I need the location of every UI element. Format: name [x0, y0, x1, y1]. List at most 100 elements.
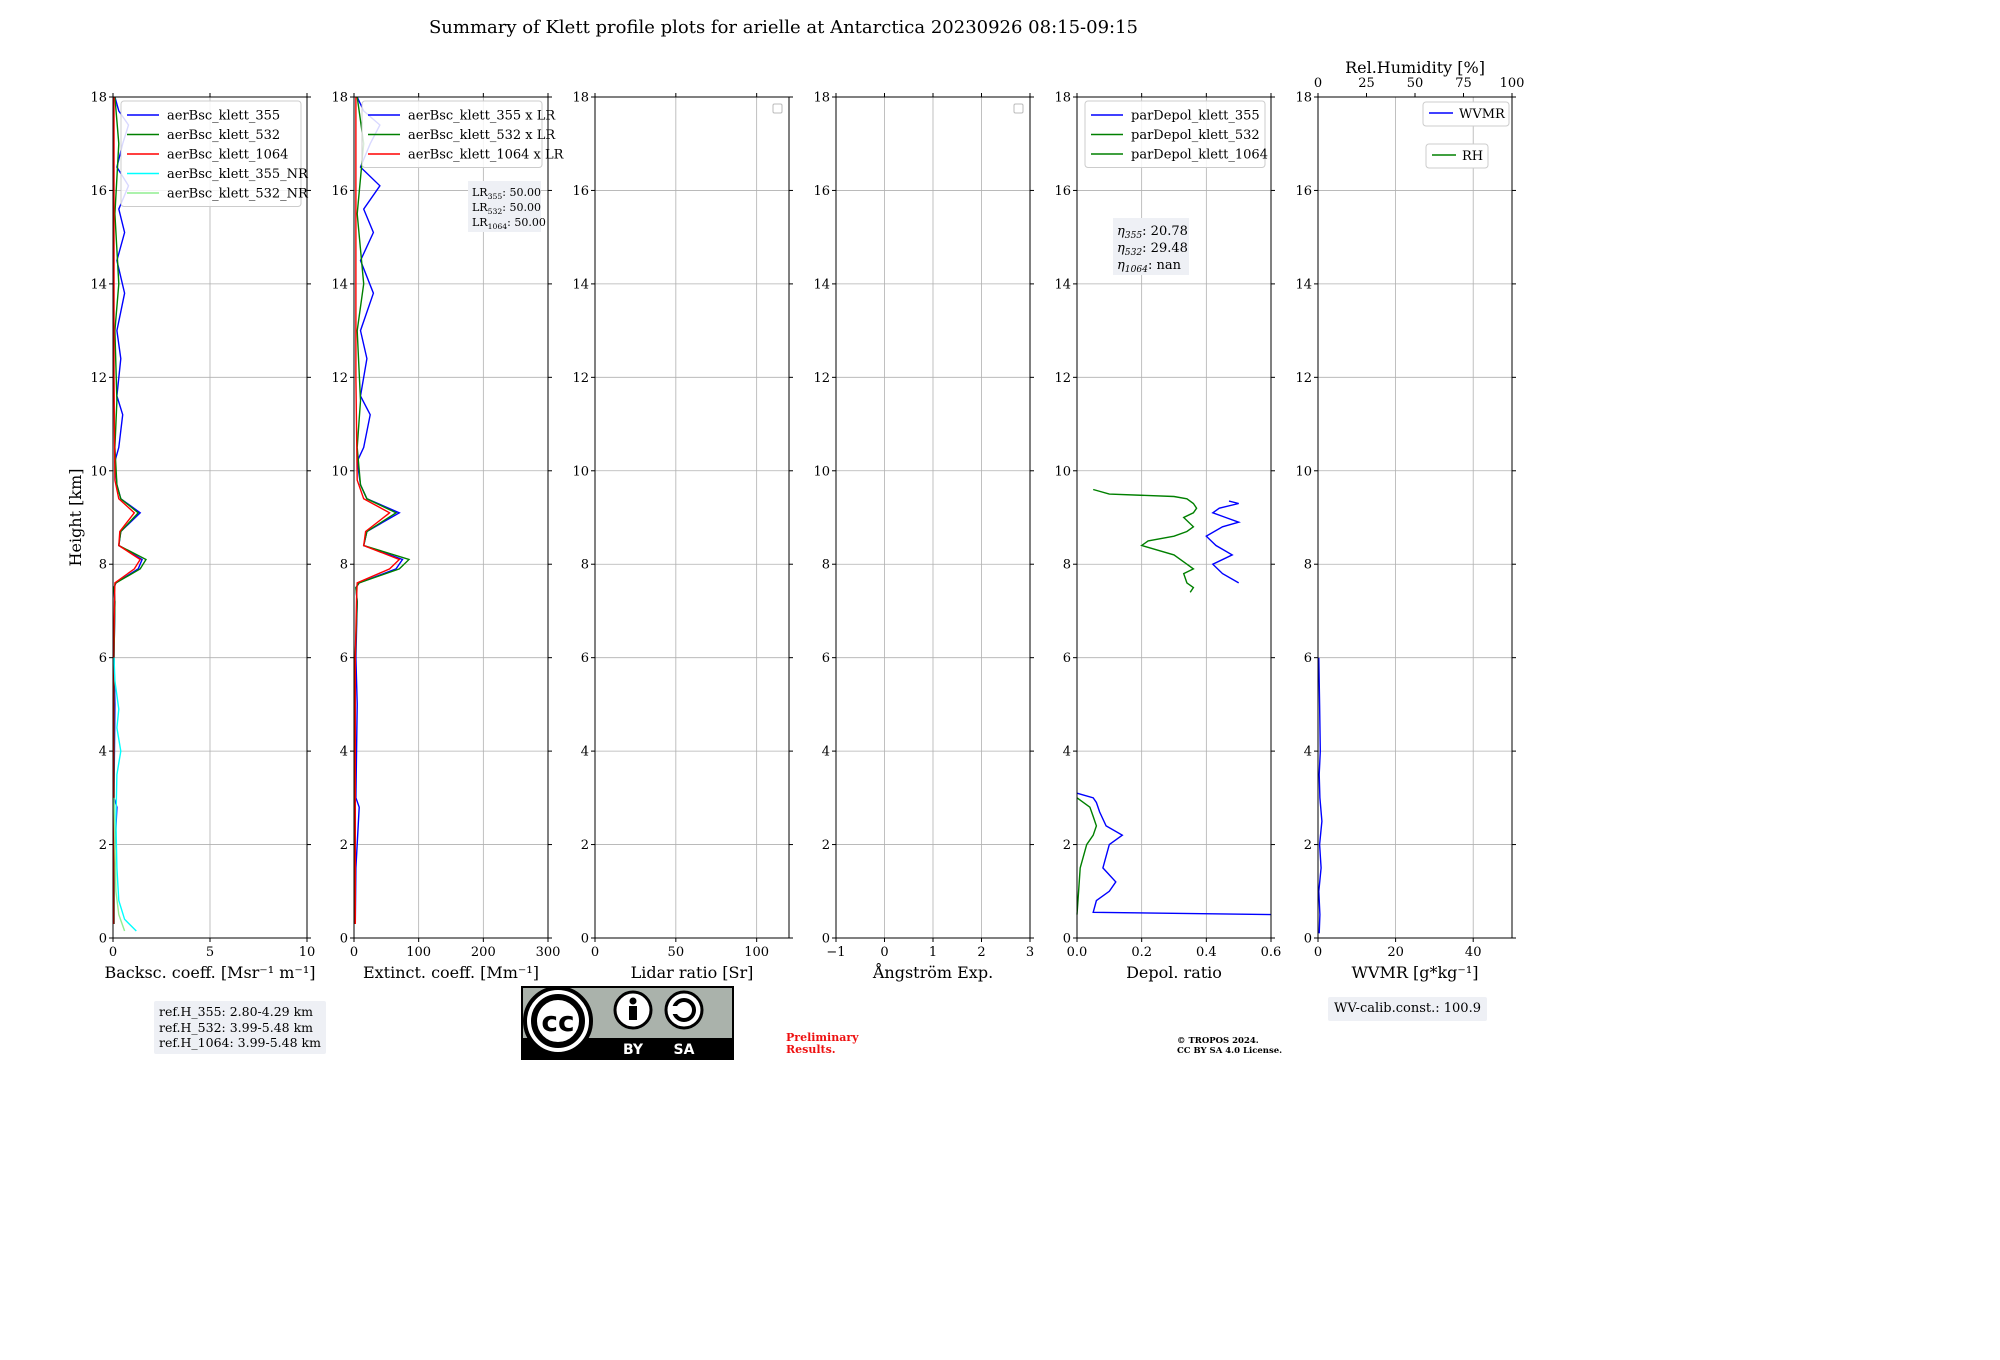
panel-1-ytick-label-1: 2	[99, 838, 107, 853]
panel-6-axes	[1314, 93, 1516, 942]
panel-2-ytick-label-7: 14	[331, 277, 348, 292]
panel-5-ytick-label-5: 10	[1054, 464, 1071, 479]
panel-2-xtick-label-2: 200	[471, 945, 496, 960]
panel-5-xtick-label-1: 0.2	[1131, 945, 1152, 960]
panel-1-xtick-label-2: 10	[299, 945, 316, 960]
panel-5-legend-label-0: parDepol_klett_355	[1131, 109, 1260, 124]
figure-title: Summary of Klett profile plots for ariel…	[428, 17, 1139, 38]
panel-2-ytick-label-0: 0	[340, 932, 348, 947]
panel-1-ytick-label-0: 0	[99, 932, 107, 947]
panel-5-ytick-label-1: 2	[1063, 838, 1071, 853]
panel-6-ytick-label-6: 12	[1295, 371, 1312, 386]
panel-6-ytick-label-8: 16	[1295, 184, 1312, 199]
cc-badge-main-text: cc	[541, 1005, 574, 1038]
cc-badge-sa-text: SA	[674, 1042, 695, 1058]
panel-1-ytick-label-8: 16	[90, 184, 107, 199]
panel-6-ytick-label-7: 14	[1295, 277, 1312, 292]
panel-2-legend-box	[361, 100, 543, 168]
panel-2-xtick-label-1: 100	[406, 945, 431, 960]
panel-1-x-axis-label: Backsc. coeff. [Msr⁻¹ m⁻¹]	[104, 963, 315, 982]
panel-5-annotation-box	[1113, 218, 1189, 275]
panel-5-series-3	[1205, 500, 1241, 584]
panel-2-legend-label-2: aerBsc_klett_1064 x LR	[408, 148, 565, 163]
panel-1-legend-box	[120, 100, 302, 207]
ref-height-355: ref.H_355: 2.80-4.29 km	[159, 1004, 314, 1019]
panel-3-ytick-label-4: 8	[581, 558, 589, 573]
panel-1-legend-label-0: aerBsc_klett_355	[167, 109, 280, 124]
panel-4-xtick-label-2: 1	[929, 945, 937, 960]
panel-4-xtick-label-0: −1	[826, 945, 845, 960]
cc-badge-by-text: BY	[623, 1042, 644, 1058]
panel-5-annotation-2: η1064: nan	[1117, 258, 1182, 275]
panel-6-top-xtick-label-2: 50	[1407, 76, 1424, 91]
panel-6-xtick-label-0: 0	[1314, 945, 1322, 960]
panel-6-top-xtick-label-0: 0	[1314, 76, 1322, 91]
copyright-line-2: CC BY SA 4.0 License.	[1177, 1045, 1283, 1056]
panel-4-ytick-label-0: 0	[822, 932, 830, 947]
panel-1-series-1	[113, 96, 147, 924]
panel-1-ytick-label-9: 18	[90, 91, 107, 106]
panel-6-x-axis-label: WVMR [g*kg⁻¹]	[1351, 963, 1478, 982]
panel-1-legend-label-1: aerBsc_klett_532	[167, 128, 280, 143]
panel-1-xtick-label-0: 0	[109, 945, 117, 960]
panel-6-top-axis-label: Rel.Humidity [%]	[1345, 58, 1485, 77]
panel-2-annotation-2: LR1064: 50.00	[472, 216, 546, 231]
panel-3-ytick-label-8: 16	[572, 184, 589, 199]
panel-3-x-axis-label: Lidar ratio [Sr]	[631, 963, 754, 982]
panel-5-series-1	[1076, 797, 1098, 915]
panel-4-ytick-label-8: 16	[813, 184, 830, 199]
panel-4-ytick-label-4: 8	[822, 558, 830, 573]
copyright-line-1: © TROPOS 2024.	[1177, 1036, 1259, 1046]
panel-1-series-3	[113, 657, 137, 932]
panel-1-ytick-label-3: 6	[99, 651, 107, 666]
ref-height-532: ref.H_532: 3.99-5.48 km	[159, 1019, 314, 1035]
panel-5-legend-box	[1084, 100, 1266, 168]
panel-5-ytick-label-9: 18	[1054, 91, 1071, 106]
panel-1-ytick-label-7: 14	[90, 277, 107, 292]
panel-4-ytick-label-3: 6	[822, 651, 830, 666]
panel-6-top-xtick-label-3: 75	[1455, 76, 1472, 91]
panel-2-frame	[353, 96, 549, 939]
panel-1-ytick-label-5: 10	[90, 464, 107, 479]
panel-3-ytick-label-9: 18	[572, 91, 589, 106]
panel-2-ytick-label-9: 18	[331, 91, 348, 106]
wv-calibration-constant: WV-calib.const.: 100.9	[1328, 997, 1487, 1021]
panel-5-ytick-label-2: 4	[1063, 745, 1071, 760]
reference-height-box: ref.H_355: 2.80-4.29 km ref.H_532: 3.99-…	[154, 1001, 326, 1054]
panel-6-ytick-label-5: 10	[1295, 464, 1312, 479]
panel-4-xtick-label-1: 0	[880, 945, 888, 960]
panel-2-annotation-1: LR532: 50.00	[472, 201, 541, 216]
panel-4-ytick-label-6: 12	[813, 371, 830, 386]
panel-2-ytick-label-6: 12	[331, 371, 348, 386]
panel-2-xtick-label-0: 0	[350, 945, 358, 960]
panel-5-legend-label-2: parDepol_klett_1064	[1131, 148, 1268, 163]
panel-5-legend-label-1: parDepol_klett_532	[1131, 128, 1260, 143]
panel-2-annotation-box	[468, 181, 541, 232]
panel-3-ytick-label-2: 4	[581, 745, 589, 760]
panel-3-ytick-label-1: 2	[581, 838, 589, 853]
panel-6-xtick-label-2: 40	[1465, 945, 1482, 960]
preliminary-line-2: Results.	[786, 1043, 836, 1056]
panel-5-x-axis-label: Depol. ratio	[1126, 963, 1222, 982]
panel-4-ytick-label-2: 4	[822, 745, 830, 760]
panel-2-ytick-label-8: 16	[331, 184, 348, 199]
panel-6-legend-label-1: RH	[1462, 149, 1483, 164]
panel-6-ytick-label-4: 8	[1304, 558, 1312, 573]
panel-2-annotation-0: LR355: 50.00	[472, 186, 541, 201]
panel-4-ytick-label-5: 10	[813, 464, 830, 479]
panel-1-series-2	[112, 97, 142, 924]
panel-5-series-0	[1076, 792, 1272, 916]
cc-license-badge: cc BY SA	[521, 986, 734, 1060]
panel-6-ytick-label-9: 18	[1295, 91, 1312, 106]
panel-4-ytick-label-7: 14	[813, 277, 830, 292]
panel-2-ytick-label-4: 8	[340, 558, 348, 573]
panel-3-xtick-label-2: 100	[744, 945, 769, 960]
panel-3-ytick-label-5: 10	[572, 464, 589, 479]
panel-2-legend-label-1: aerBsc_klett_532 x LR	[408, 128, 556, 143]
panel-6-ytick-label-0: 0	[1304, 932, 1312, 947]
panel-5-ytick-label-6: 12	[1054, 371, 1071, 386]
panel-3-empty-legend	[772, 103, 783, 114]
y-axis-label: Height [km]	[66, 469, 85, 567]
panel-3-ytick-label-7: 14	[572, 277, 589, 292]
